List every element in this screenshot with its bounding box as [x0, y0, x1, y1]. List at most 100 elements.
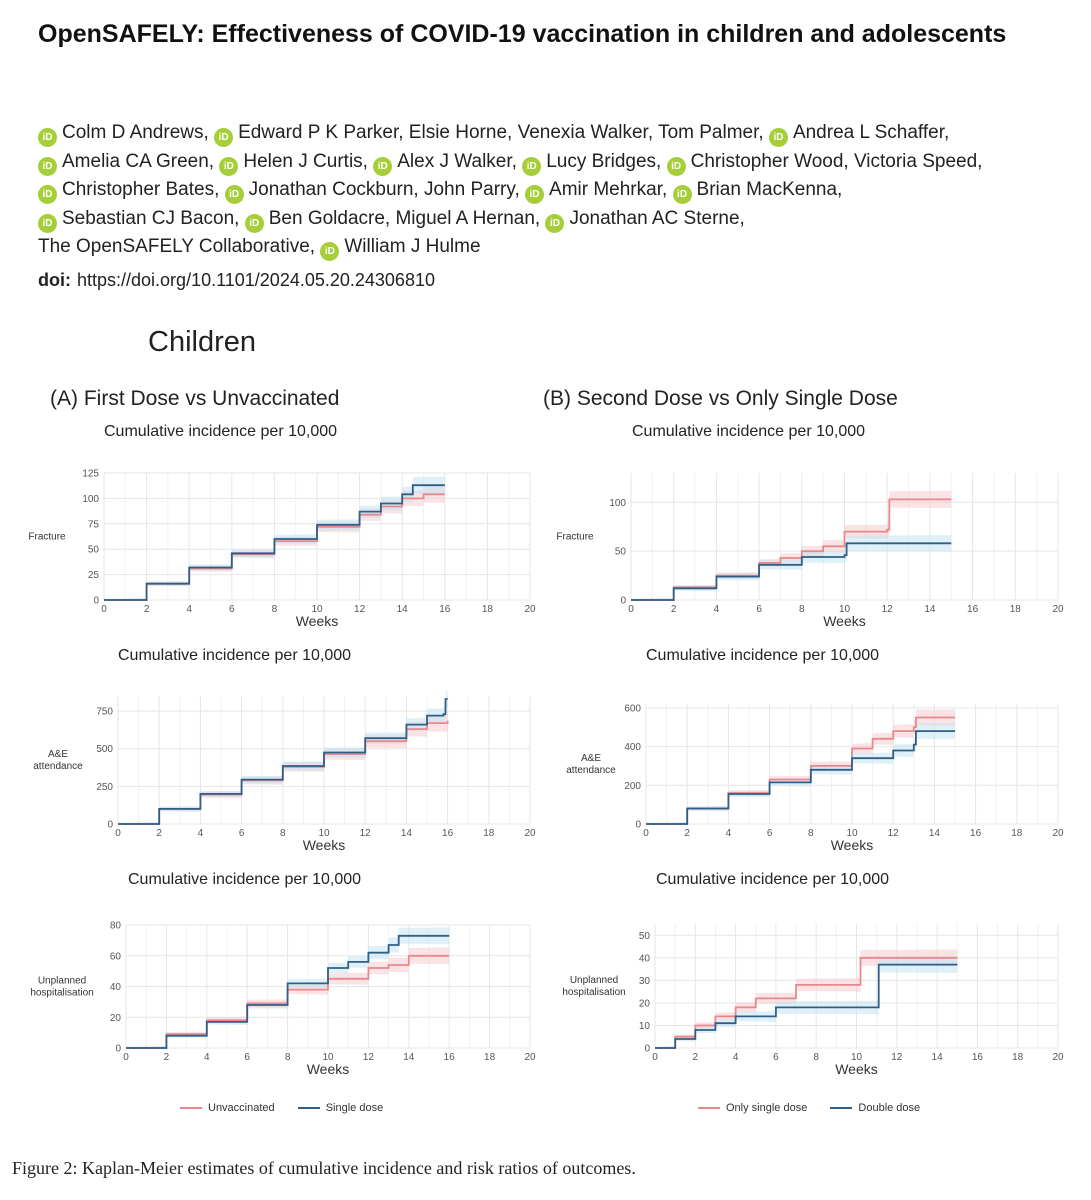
legend-a-item-unvaccinated: Unvaccinated [180, 1102, 275, 1114]
author-name[interactable]: Victoria Speed, [854, 151, 983, 172]
author-name[interactable]: iD Colm D Andrews, [38, 122, 209, 147]
legend-blue-swatch [297, 1107, 320, 1110]
x-tick-label: 10 [318, 828, 330, 839]
x-tick-label: 10 [851, 1052, 863, 1063]
legend-a-label-1: Unvaccinated [208, 1102, 275, 1114]
author-name[interactable]: iD Alex J Walker, [373, 151, 517, 176]
author-name[interactable]: Tom Palmer, [658, 122, 764, 143]
orcid-icon[interactable]: iD [672, 185, 692, 204]
author-name[interactable]: iD Jonathan Cockburn, [224, 179, 419, 204]
legend-a: Unvaccinated Single dose [180, 1102, 403, 1114]
x-tick-label: 18 [1011, 828, 1023, 839]
orcid-icon[interactable]: iD [666, 156, 686, 176]
x-tick-label: 14 [403, 1052, 415, 1063]
doi-link[interactable]: https://doi.org/10.1101/2024.05.20.24306… [77, 270, 435, 290]
y-axis-label: attendance [566, 765, 616, 776]
y-axis-label: hospitalisation [562, 987, 625, 998]
series-line [118, 698, 448, 825]
chart-a2-ae-attendance: 0 2 4 6 8 10 12 14 16 18 20 0 250 500 750 Weeks A&Eatten… [33, 690, 536, 853]
orcid-icon[interactable]: iD [244, 213, 264, 233]
y-tick-label: 500 [96, 744, 113, 755]
author-label: Brian MacKenna, [696, 179, 843, 200]
x-tick-label: 2 [164, 1052, 170, 1063]
author-name[interactable]: iD Amir Mehrkar, [525, 179, 667, 204]
x-tick-label: 12 [354, 604, 366, 615]
x-axis-label: Weeks [303, 837, 346, 853]
y-tick-label: 400 [624, 742, 641, 753]
author-name[interactable]: iD Christopher Wood, [666, 151, 849, 176]
x-tick-label: 2 [671, 604, 677, 615]
orcid-icon[interactable]: iD [38, 156, 57, 176]
y-tick-label: 60 [110, 951, 122, 962]
y-tick-label: 75 [88, 519, 100, 530]
author-name[interactable]: iD Andrea L Schaffer, [768, 122, 949, 147]
author-name[interactable]: iD Edward P K Parker, [214, 122, 404, 147]
author-label: Amelia CA Green, [62, 150, 215, 172]
author-label: Miguel A Hernan, [395, 207, 541, 229]
orcid-icon[interactable]: iD [219, 156, 239, 176]
y-tick-label: 0 [644, 1044, 650, 1055]
x-tick-label: 18 [484, 1052, 496, 1063]
author-name[interactable]: iD Brian MacKenna, [672, 179, 843, 204]
author-name[interactable]: iD Amelia CA Green, [38, 150, 215, 176]
orcid-icon[interactable]: iD [38, 128, 57, 147]
orcid-icon[interactable]: iD [38, 185, 57, 204]
y-axis-label: attendance [33, 761, 83, 772]
chart-a3-hospitalisation: 0 2 4 6 8 10 12 14 16 18 20 0 20 40 60 80 Weeks Unplanned… [30, 921, 536, 1078]
author-name[interactable]: iD Christopher Bates, [38, 179, 219, 204]
x-tick-label: 0 [652, 1052, 658, 1063]
author-label: Edward P K Parker, [238, 122, 404, 143]
x-tick-label: 6 [239, 828, 245, 839]
x-tick-label: 8 [808, 828, 814, 839]
orcid-icon[interactable]: iD [320, 242, 340, 261]
author-name[interactable]: Elsie Horne, [409, 122, 513, 143]
y-tick-label: 0 [93, 596, 99, 607]
author-name[interactable]: iD William J Hulme [320, 236, 481, 261]
x-tick-label: 4 [714, 604, 720, 615]
author-name[interactable]: iD Sebastian CJ Bacon, [38, 208, 239, 233]
author-name[interactable]: iD Ben Goldacre, [244, 208, 390, 233]
author-name[interactable]: iD Jonathan AC Sterne, [545, 208, 745, 233]
series-line [646, 730, 955, 825]
author-name[interactable]: Venexia Walker, [518, 122, 654, 143]
x-tick-label: 10 [839, 604, 851, 615]
legend-b: Only single dose Double dose [698, 1102, 940, 1114]
author-name[interactable]: The OpenSAFELY Collaborative, [38, 236, 315, 257]
legend-b-item-single: Only single dose [698, 1102, 807, 1114]
chart-b1-fracture: 0 2 4 6 8 10 12 14 16 18 20 0 50 100 Weeks Fracture [556, 473, 1064, 629]
orcid-icon[interactable]: iD [38, 213, 57, 233]
ci-band [646, 722, 955, 824]
author-name[interactable]: iD Lucy Bridges, [522, 151, 661, 176]
x-tick-label: 16 [439, 604, 451, 615]
ci-band [646, 709, 955, 824]
chart-b3-title: Cumulative incidence per 10,000 [656, 871, 890, 888]
y-tick-label: 125 [82, 469, 99, 480]
author-name[interactable]: Miguel A Hernan, [395, 208, 540, 229]
orcid-icon[interactable]: iD [373, 156, 393, 176]
author-name[interactable]: John Parry, [424, 179, 520, 200]
y-tick-label: 30 [639, 976, 651, 987]
x-tick-label: 0 [123, 1052, 129, 1063]
orcid-icon[interactable]: iD [525, 185, 545, 204]
figure-caption: Figure 2: Kaplan-Meier estimates of cumu… [12, 1158, 636, 1178]
x-tick-label: 6 [773, 1052, 779, 1063]
author-label: Helen J Curtis, [243, 150, 368, 172]
author-list: iD Colm D Andrews, iD Edward P K Parker, E… [38, 119, 1078, 262]
author-name[interactable]: iD Helen J Curtis, [219, 150, 368, 176]
y-tick-label: 100 [82, 494, 99, 505]
orcid-icon[interactable]: iD [768, 128, 788, 147]
orcid-icon[interactable]: iD [545, 213, 565, 233]
author-label: Venexia Walker, [517, 122, 654, 143]
x-axis-label: Weeks [296, 613, 339, 629]
y-tick-label: 50 [639, 931, 651, 942]
orcid-icon[interactable]: iD [214, 128, 234, 147]
y-tick-label: 100 [609, 498, 626, 509]
orcid-icon[interactable]: iD [522, 156, 542, 176]
x-tick-label: 8 [799, 604, 805, 615]
y-tick-label: 750 [96, 707, 113, 718]
y-axis-label: Fracture [28, 532, 66, 543]
x-tick-label: 6 [756, 604, 762, 615]
y-tick-label: 600 [624, 703, 641, 714]
author-label: Jonathan Cockburn, [248, 179, 419, 200]
orcid-icon[interactable]: iD [224, 185, 244, 204]
